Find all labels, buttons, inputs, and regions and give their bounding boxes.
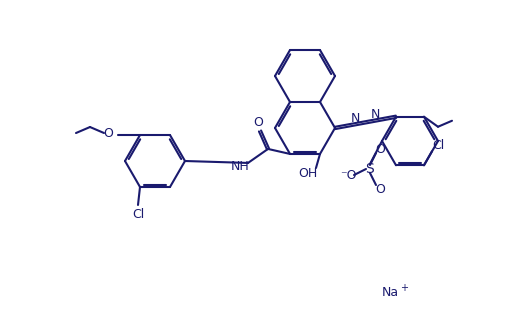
Text: O: O [375,182,385,196]
Text: Cl: Cl [132,209,144,221]
Text: O: O [253,117,263,129]
Text: Cl: Cl [432,139,444,152]
Text: Na: Na [381,287,399,300]
Text: O: O [103,126,113,140]
Text: S: S [366,162,375,176]
Text: +: + [400,283,408,293]
Text: NH: NH [230,161,249,173]
Text: O: O [375,143,385,156]
Text: N: N [350,112,360,125]
Text: OH: OH [298,167,318,180]
Text: ⁻O: ⁻O [340,168,356,181]
Text: N: N [371,108,380,121]
